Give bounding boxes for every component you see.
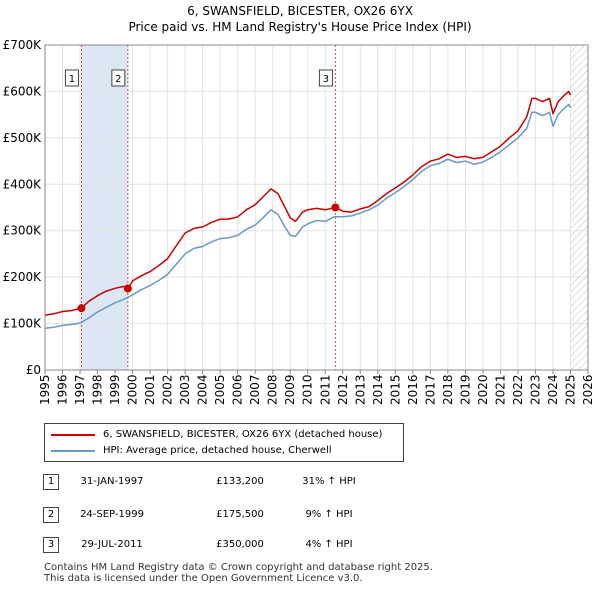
transaction-row: 3 29-JUL-2011 £350,000 4% ↑ HPI (0, 535, 600, 555)
x-tick-label: 1998 (91, 374, 105, 405)
x-tick-label: 2012 (336, 374, 350, 405)
x-tick-label: 2007 (248, 374, 262, 405)
sale-label: 2 (115, 74, 121, 85)
transaction-row: 1 31-JAN-1997 £133,200 31% ↑ HPI (0, 472, 600, 492)
transaction-hpi-diff: 31% ↑ HPI (302, 476, 356, 487)
y-tick-label: £500K (3, 131, 43, 145)
transaction-hpi-diff: 4% ↑ HPI (305, 539, 353, 550)
sale-label: 3 (323, 74, 329, 85)
transaction-price: £175,500 (216, 509, 264, 520)
series-line-hpi (44, 103, 572, 329)
transaction-price: £133,200 (216, 476, 264, 487)
price-chart: 1 2 3 £0 £100K £200K £300K £400K £500K £600K £700K… (3, 38, 595, 405)
x-tick-label: 2021 (493, 374, 507, 405)
sale-label-box (111, 69, 126, 87)
legend-label-property: 6, SWANSFIELD, BICESTER, OX26 6YX (detac… (103, 429, 383, 440)
x-tick-label: 2015 (388, 374, 402, 405)
y-tick-label: £0 (26, 363, 41, 377)
x-tick-label: 1995 (38, 374, 52, 405)
x-tick-label: 2005 (213, 374, 227, 405)
forecast-hatch (570, 45, 588, 370)
x-tick-label: 2011 (318, 374, 332, 405)
x-tick-label: 1997 (73, 374, 87, 405)
transaction-date: 29-JUL-2011 (81, 539, 143, 550)
legend: 6, SWANSFIELD, BICESTER, OX26 6YX (detac… (44, 423, 404, 462)
transaction-row: 2 24-SEP-1999 £175,500 9% ↑ HPI (0, 505, 600, 525)
chart-title-line1: 6, SWANSFIELD, BICESTER, OX26 6YX (187, 4, 413, 18)
legend-swatch-hpi (51, 450, 95, 452)
x-tick-label: 1999 (108, 374, 122, 405)
x-tick-label: 2016 (406, 374, 420, 405)
x-tick-label: 2001 (143, 374, 157, 405)
y-tick-label: £600K (3, 84, 43, 98)
sale-label-box (318, 69, 333, 87)
x-tick-label: 2004 (196, 374, 210, 405)
y-tick-label: £200K (3, 270, 43, 284)
x-tick-label: 2025 (563, 374, 577, 405)
transaction-date: 31-JAN-1997 (80, 476, 144, 487)
transaction-price: £350,000 (216, 539, 264, 550)
transaction-number: 1 (43, 474, 59, 490)
sale-point (77, 304, 86, 313)
x-tick-label: 2003 (178, 374, 192, 405)
x-tick-label: 2000 (126, 374, 140, 405)
x-tick-label: 2013 (353, 374, 367, 405)
series-line-property (44, 90, 572, 316)
sale-label: 1 (69, 74, 75, 85)
y-tick-label: £300K (3, 224, 43, 238)
x-tick-label: 2019 (458, 374, 472, 405)
transaction-number: 2 (43, 507, 59, 523)
x-tick-label: 2020 (476, 374, 490, 405)
footer-copyright: Contains HM Land Registry data © Crown c… (44, 562, 433, 573)
x-tick-label: 2018 (441, 374, 455, 405)
y-tick-label: £100K (3, 317, 43, 331)
plot-area (45, 45, 588, 370)
x-tick-label: 1996 (56, 374, 70, 405)
plot-frame (44, 44, 589, 371)
x-tick-label: 2026 (581, 374, 595, 405)
legend-swatch-property (51, 434, 95, 436)
legend-label-hpi: HPI: Average price, detached house, Cher… (103, 445, 332, 456)
transaction-date: 24-SEP-1999 (80, 509, 144, 520)
y-tick-label: £700K (3, 38, 43, 52)
x-tick-label: 2009 (283, 374, 297, 405)
footer-license: This data is licensed under the Open Gov… (44, 573, 363, 584)
x-tick-label: 2014 (371, 374, 385, 405)
sale-point (331, 203, 340, 212)
sale-label-box (64, 69, 79, 87)
x-tick-label: 2008 (266, 374, 280, 405)
sale-point (123, 284, 132, 293)
y-tick-label: £400K (3, 177, 43, 191)
shaded-span (81, 45, 128, 370)
x-tick-label: 2010 (301, 374, 315, 405)
x-tick-label: 2006 (231, 374, 245, 405)
x-tick-label: 2017 (423, 374, 437, 405)
transaction-hpi-diff: 9% ↑ HPI (305, 509, 353, 520)
x-tick-label: 2002 (161, 374, 175, 405)
x-tick-label: 2024 (546, 374, 560, 405)
chart-title-line2: Price paid vs. HM Land Registry's House … (128, 20, 472, 34)
x-tick-label: 2023 (528, 374, 542, 405)
transaction-number: 3 (43, 537, 59, 553)
x-tick-label: 2022 (511, 374, 525, 405)
